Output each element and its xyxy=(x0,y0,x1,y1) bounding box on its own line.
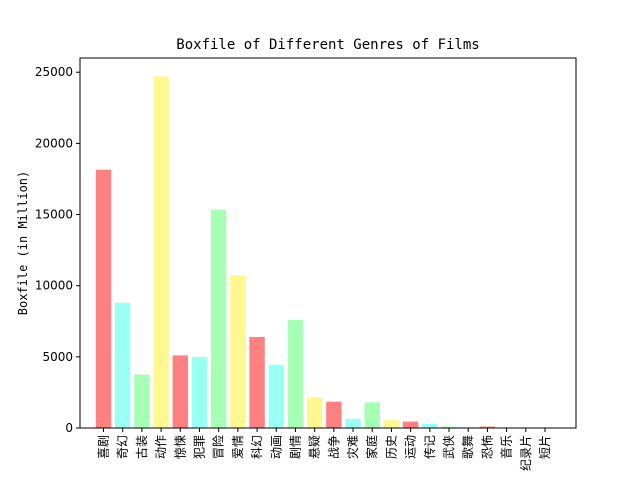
plot-frame xyxy=(79,57,577,429)
chart-title: Boxfile of Different Genres of Films xyxy=(176,37,479,53)
bar-8 xyxy=(249,336,265,428)
x-tick-label: 歌舞 xyxy=(460,435,475,459)
bar-17 xyxy=(422,423,438,428)
y-tick-label: 5000 xyxy=(42,350,73,364)
x-tick-label: 悬疑 xyxy=(307,435,322,459)
bar-6 xyxy=(210,209,227,428)
bar-3 xyxy=(153,76,169,428)
x-tick-label: 灾难 xyxy=(345,435,360,459)
x-tick-label: 恐怖 xyxy=(479,435,494,459)
x-ticks: 喜剧 奇幻 古装 动作 惊悚 犯罪 冒险 爱情 科幻 动画 剧情 悬疑 战争 灾难 家庭 历史 运动 传记 武侠 歌舞… xyxy=(97,428,552,471)
bars-group xyxy=(95,76,553,428)
y-tick-label: 15000 xyxy=(35,208,73,222)
x-tick-label: 奇幻 xyxy=(116,435,130,459)
x-tick-label: 战争 xyxy=(327,435,341,459)
x-tick-label: 传记 xyxy=(422,435,437,459)
y-tick-label: 25000 xyxy=(35,65,73,79)
x-tick-label: 武侠 xyxy=(442,435,456,459)
x-tick-label: 动画 xyxy=(269,435,283,459)
y-ticks: 0 5000 10000 15000 20000 25000 xyxy=(35,65,80,435)
bar-18 xyxy=(441,426,457,428)
x-tick-label: 爱情 xyxy=(231,435,245,459)
bar-0 xyxy=(95,169,112,428)
bar-12 xyxy=(326,401,342,428)
bar-1 xyxy=(115,302,131,428)
x-tick-label: 惊悚 xyxy=(172,435,187,459)
y-tick-label: 10000 xyxy=(35,279,73,293)
bar-4 xyxy=(172,355,188,428)
x-tick-label: 动作 xyxy=(154,435,168,459)
bar-20 xyxy=(479,426,496,428)
bar-13 xyxy=(345,418,361,428)
bar-16 xyxy=(402,421,419,428)
x-tick-label: 音乐 xyxy=(499,435,514,459)
bar-5 xyxy=(191,356,208,428)
x-tick-label: 短片 xyxy=(538,435,552,459)
x-tick-label: 犯罪 xyxy=(192,435,206,459)
x-tick-label: 冒险 xyxy=(211,435,226,459)
x-tick-label: 喜剧 xyxy=(97,435,111,459)
y-tick-label: 20000 xyxy=(35,136,73,150)
bar-10 xyxy=(287,319,304,428)
x-tick-label: 运动 xyxy=(404,435,418,459)
y-axis-label: Boxfile (in Million) xyxy=(16,171,30,316)
x-tick-label: 家庭 xyxy=(364,435,379,459)
bar-7 xyxy=(230,275,246,428)
x-tick-label: 剧情 xyxy=(288,435,302,459)
bar-15 xyxy=(383,420,400,428)
bar-9 xyxy=(268,364,284,428)
bar-14 xyxy=(364,402,380,428)
x-tick-label: 古装 xyxy=(134,435,149,459)
x-tick-label: 科幻 xyxy=(250,435,264,459)
bar-11 xyxy=(306,397,323,428)
bar-2 xyxy=(134,374,150,428)
x-tick-label: 历史 xyxy=(384,435,398,459)
x-tick-label: 纪录片 xyxy=(519,435,533,471)
y-tick-label: 0 xyxy=(65,421,73,435)
